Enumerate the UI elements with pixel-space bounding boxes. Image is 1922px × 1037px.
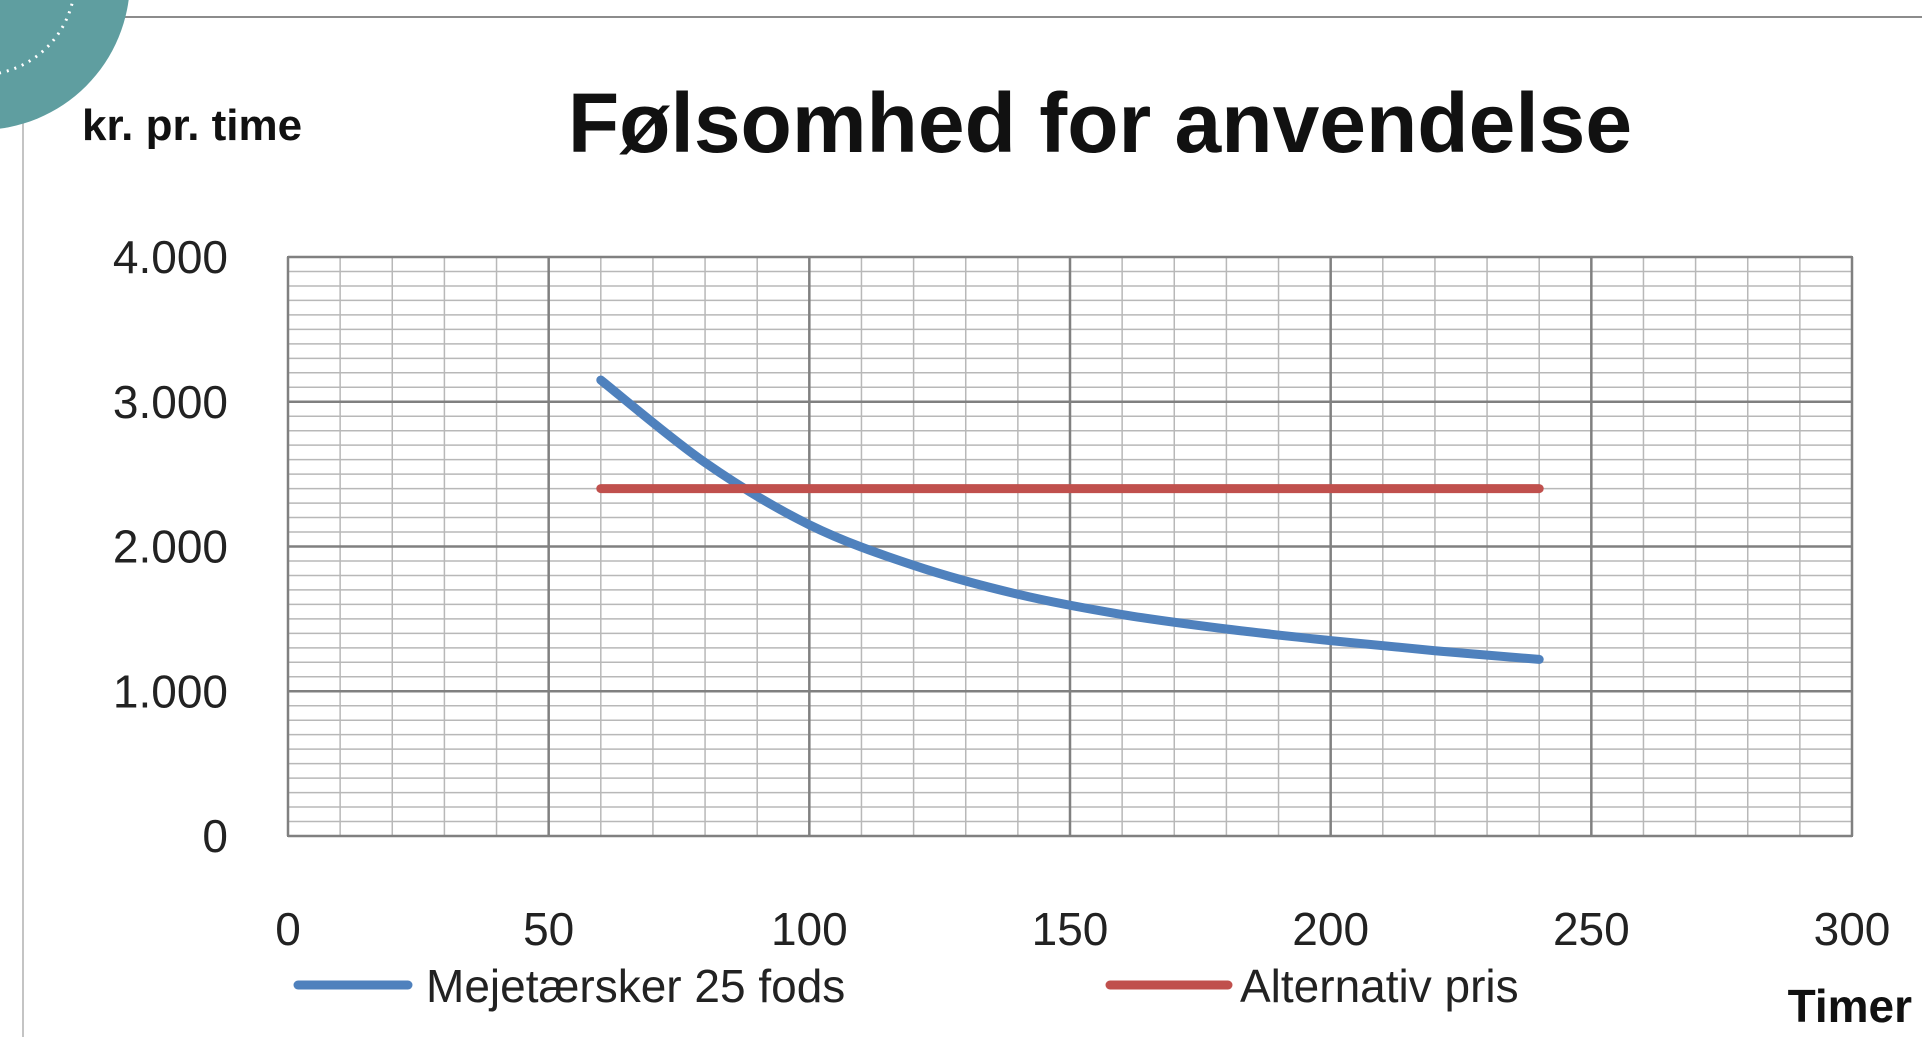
x-tick-label: 300 [1814, 903, 1891, 955]
series-layer [596, 375, 1544, 664]
x-tick-label: 50 [523, 903, 574, 955]
legend-label-alternativ-pris: Alternativ pris [1240, 960, 1519, 1012]
legend-label-mejetaersker: Mejetærsker 25 fods [426, 960, 845, 1012]
y-tick-label: 4.000 [113, 231, 228, 283]
corner-ornament [0, 0, 129, 129]
chart-title: Følsomhed for anvendelse [568, 76, 1632, 170]
x-tick-label: 150 [1032, 903, 1109, 955]
y-tick-label: 2.000 [113, 521, 228, 573]
y-tick-label: 3.000 [113, 376, 228, 428]
y-axis-tick-labels: 0 1.000 2.000 3.000 4.000 [113, 231, 228, 862]
x-tick-label: 0 [275, 903, 301, 955]
x-tick-label: 250 [1553, 903, 1630, 955]
y-axis-label: kr. pr. time [82, 101, 302, 150]
x-tick-label: 200 [1292, 903, 1369, 955]
x-axis-label: Timer [1788, 980, 1913, 1032]
x-axis-tick-labels: 0 50 100 150 200 250 300 [275, 903, 1890, 955]
plot-area-border [287, 256, 1853, 837]
y-tick-label: 1.000 [113, 665, 228, 717]
slide-left-border [22, 16, 24, 1037]
slide-top-border [0, 16, 1922, 18]
x-tick-label: 100 [771, 903, 848, 955]
legend: Mejetærsker 25 fods Alternativ pris [293, 960, 1519, 1012]
y-tick-label: 0 [202, 810, 228, 862]
